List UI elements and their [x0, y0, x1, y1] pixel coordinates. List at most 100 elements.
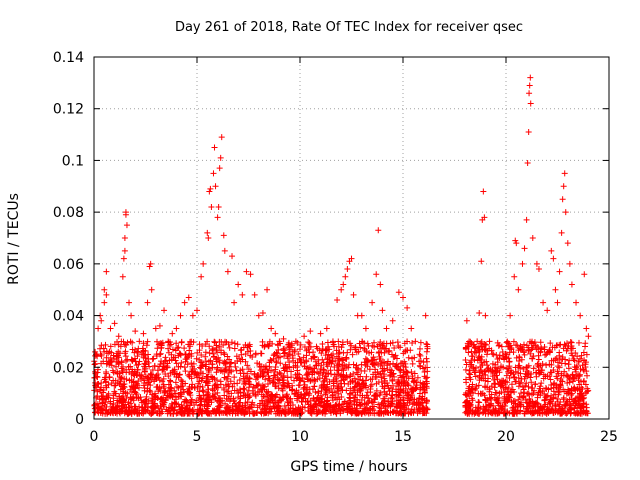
- data-point: [290, 357, 297, 364]
- data-point: [534, 410, 541, 417]
- data-point: [565, 343, 572, 350]
- data-point: [206, 188, 213, 195]
- data-point: [484, 362, 491, 369]
- data-point: [248, 404, 255, 411]
- data-point: [212, 183, 219, 190]
- data-point: [220, 341, 227, 348]
- data-point: [231, 299, 238, 306]
- data-point: [235, 410, 242, 417]
- data-point: [294, 339, 301, 346]
- data-point: [352, 391, 359, 398]
- data-point: [91, 401, 98, 408]
- data-point: [578, 378, 585, 385]
- data-point: [194, 307, 200, 314]
- data-point: [209, 347, 216, 354]
- data-point: [529, 344, 536, 351]
- data-point: [244, 362, 251, 369]
- data-point: [147, 370, 154, 377]
- data-point: [312, 401, 319, 408]
- data-point: [400, 369, 407, 376]
- data-point: [510, 338, 517, 345]
- data-point: [319, 345, 326, 352]
- data-point: [286, 343, 293, 350]
- data-point: [121, 235, 128, 241]
- data-point: [205, 390, 212, 397]
- data-point: [140, 340, 147, 347]
- data-point: [107, 400, 114, 407]
- data-point: [400, 378, 407, 385]
- data-point: [134, 380, 141, 387]
- data-point: [280, 335, 287, 342]
- data-point: [548, 247, 555, 254]
- data-point: [343, 355, 350, 362]
- data-point: [521, 351, 528, 358]
- data-point: [566, 260, 573, 267]
- data-point: [481, 346, 488, 353]
- data-point: [196, 374, 203, 381]
- data-point: [214, 214, 221, 221]
- data-point: [175, 344, 182, 351]
- data-point: [362, 325, 369, 332]
- data-point: [369, 375, 376, 382]
- data-point: [110, 401, 117, 408]
- data-point: [234, 341, 241, 348]
- data-point: [213, 369, 220, 376]
- data-point: [228, 339, 235, 346]
- data-point: [95, 380, 102, 387]
- data-point: [417, 352, 424, 359]
- data-point: [100, 358, 107, 365]
- data-point: [476, 309, 483, 316]
- data-point: [420, 365, 427, 372]
- data-point: [411, 406, 418, 413]
- data-point: [233, 367, 240, 374]
- data-point: [144, 338, 151, 345]
- data-point: [525, 390, 532, 397]
- data-point: [198, 359, 205, 366]
- data-point: [487, 395, 494, 402]
- data-point: [271, 368, 278, 375]
- data-point: [292, 371, 299, 378]
- data-point: [465, 343, 472, 350]
- data-point: [326, 356, 333, 363]
- data-point: [557, 377, 564, 384]
- data-point: [525, 383, 532, 390]
- data-point: [564, 240, 571, 247]
- data-point: [186, 383, 193, 390]
- data-point: [263, 388, 270, 395]
- data-point: [324, 370, 331, 377]
- data-point: [254, 409, 261, 416]
- data-point: [359, 407, 366, 414]
- data-point: [239, 291, 246, 298]
- data-point: [397, 404, 404, 411]
- data-point: [377, 405, 384, 412]
- data-point: [153, 352, 160, 359]
- data-point: [508, 369, 515, 376]
- data-point: [419, 384, 426, 391]
- data-point: [140, 330, 147, 337]
- data-point: [552, 286, 559, 293]
- data-point: [546, 349, 553, 356]
- data-point: [246, 343, 253, 350]
- data-point: [507, 312, 514, 319]
- data-point: [155, 341, 162, 348]
- data-point: [527, 374, 534, 381]
- data-point: [307, 406, 314, 413]
- data-point: [312, 362, 319, 369]
- data-point: [138, 399, 145, 406]
- data-point: [191, 371, 198, 378]
- data-point: [574, 410, 581, 417]
- data-point: [197, 359, 204, 366]
- data-point: [191, 401, 198, 408]
- data-point: [92, 360, 99, 367]
- data-point: [216, 359, 223, 366]
- data-point: [322, 386, 329, 393]
- data-point: [535, 346, 542, 353]
- data-point: [335, 338, 342, 345]
- data-point: [237, 389, 244, 396]
- data-point: [356, 381, 363, 388]
- data-point: [528, 340, 535, 347]
- data-point: [118, 365, 125, 372]
- data-point: [358, 361, 365, 368]
- data-point: [285, 407, 292, 414]
- data-point: [323, 361, 330, 368]
